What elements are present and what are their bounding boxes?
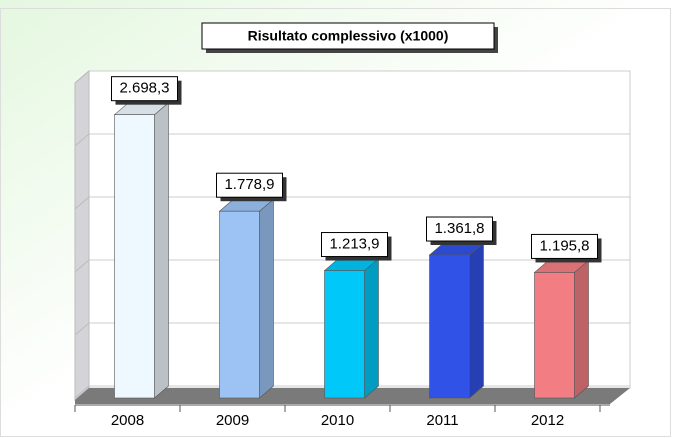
x-tick-label: 2012 <box>531 412 564 429</box>
bar <box>114 114 155 399</box>
x-tick-label: 2008 <box>111 412 144 429</box>
grid-line-side <box>74 133 90 147</box>
frame <box>0 8 671 437</box>
chart-title: Risultato complessivo (x1000) <box>248 28 449 44</box>
value-label-box <box>531 233 598 259</box>
grid-line-side <box>74 385 90 399</box>
x-tick-label: 2011 <box>426 412 458 429</box>
x-tick-label: 2010 <box>321 412 354 429</box>
value-label-box <box>321 232 388 258</box>
bar-side <box>259 198 274 399</box>
grid-line-side <box>74 70 90 84</box>
bar-side <box>364 257 379 399</box>
bar-side <box>154 102 169 399</box>
bar <box>429 254 470 399</box>
value-label-box <box>426 216 493 242</box>
value-label: 1.778,9 <box>224 176 274 193</box>
bar <box>324 270 365 399</box>
bar-side <box>574 259 589 399</box>
value-label: 1.361,8 <box>434 220 484 237</box>
value-label-box <box>216 172 283 198</box>
bar <box>219 210 260 399</box>
value-label: 2.698,3 <box>119 80 169 97</box>
value-label: 1.213,9 <box>329 236 379 253</box>
bar <box>534 272 575 399</box>
value-label-box <box>111 76 178 102</box>
bar-side <box>469 242 484 399</box>
grid-line-side <box>74 259 90 273</box>
grid-line-side <box>74 322 90 336</box>
side-wall <box>74 69 90 402</box>
title-box: Risultato complessivo (x1000) <box>201 22 498 53</box>
x-tick-label: 2009 <box>216 412 249 429</box>
grid-line-side <box>74 196 90 210</box>
value-label: 1.195,8 <box>539 237 589 254</box>
title-frame <box>201 22 495 50</box>
